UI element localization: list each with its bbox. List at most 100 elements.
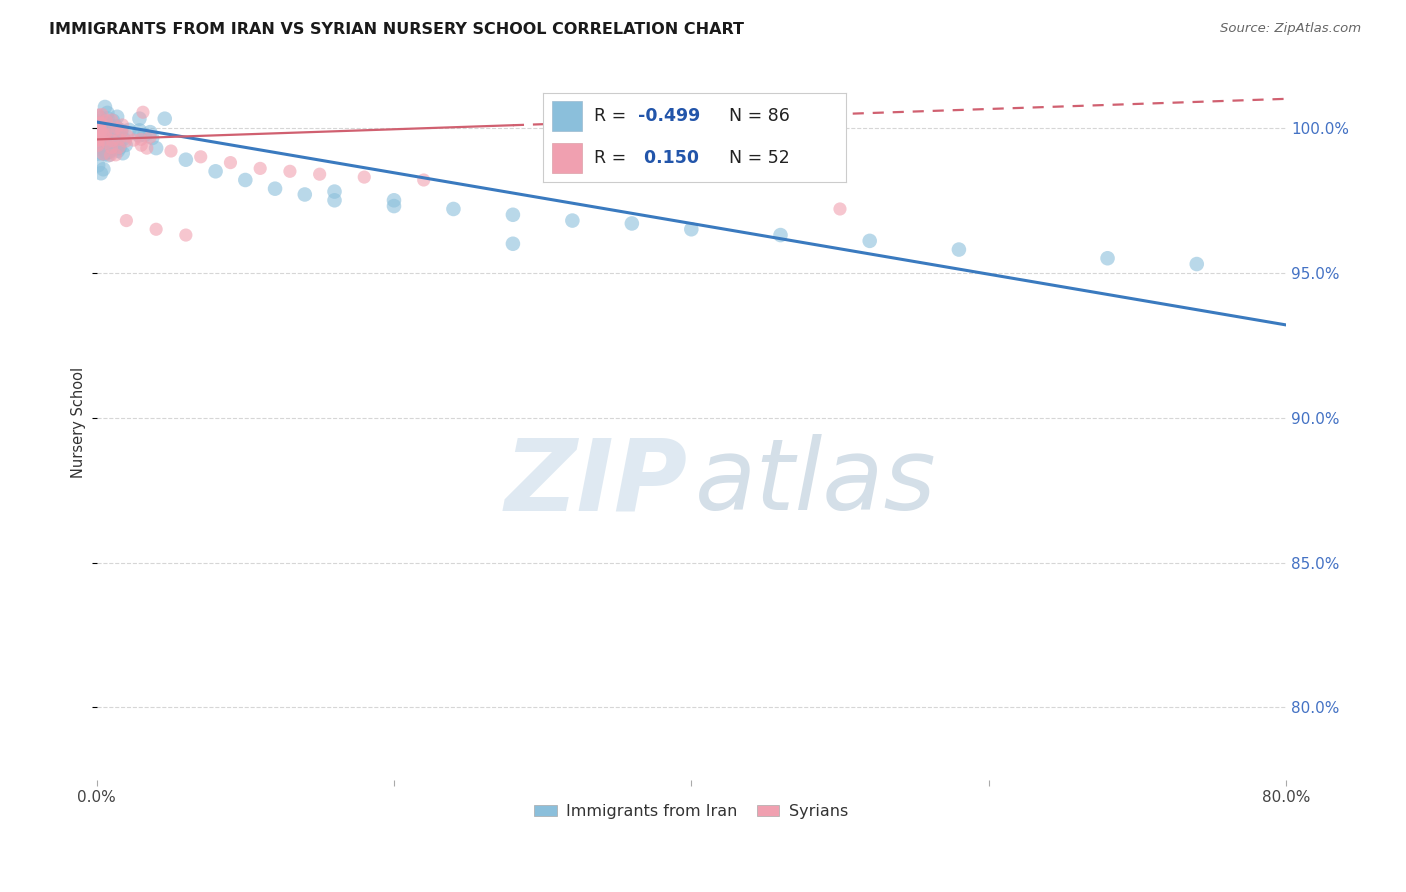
Point: [96, 145, 118, 160]
Point: [87, 114, 110, 128]
Point: [96, 132, 118, 146]
Point: [412, 173, 434, 187]
Point: [145, 141, 167, 155]
Point: [91, 147, 114, 161]
Point: [94, 100, 117, 114]
Point: [87, 138, 110, 153]
Point: [323, 194, 346, 208]
Point: [90, 111, 112, 125]
Point: [87, 124, 110, 138]
Point: [91, 128, 114, 143]
Point: [859, 234, 882, 248]
Point: [308, 167, 330, 181]
Point: [97, 125, 120, 139]
Point: [90, 115, 112, 129]
Point: [502, 208, 524, 222]
Point: [129, 138, 152, 153]
Point: [278, 164, 301, 178]
Point: [97, 148, 120, 162]
Point: [382, 194, 405, 208]
Point: [96, 136, 118, 150]
Point: [561, 213, 583, 227]
Point: [153, 112, 176, 126]
Point: [87, 132, 110, 146]
Point: [948, 243, 970, 257]
Point: [87, 109, 110, 123]
Point: [96, 112, 118, 126]
Point: [94, 127, 117, 141]
Point: [105, 142, 128, 156]
Point: [190, 150, 212, 164]
Point: [107, 122, 129, 136]
Point: [94, 145, 117, 159]
Point: [174, 153, 197, 167]
Text: Source: ZipAtlas.com: Source: ZipAtlas.com: [1220, 22, 1361, 36]
Point: [91, 133, 114, 147]
Point: [104, 148, 127, 162]
Point: [89, 128, 111, 143]
Point: [204, 164, 226, 178]
Point: [110, 124, 132, 138]
Point: [117, 128, 139, 143]
Point: [98, 136, 121, 150]
Point: [828, 202, 851, 216]
Point: [87, 123, 110, 137]
Point: [89, 116, 111, 130]
Point: [382, 199, 405, 213]
Point: [103, 123, 125, 137]
Point: [110, 124, 132, 138]
Point: [219, 155, 242, 169]
Point: [91, 118, 114, 132]
Point: [98, 121, 121, 136]
Point: [101, 136, 124, 151]
Point: [93, 122, 115, 136]
Point: [134, 128, 156, 142]
Point: [101, 113, 124, 128]
Point: [141, 131, 163, 145]
Point: [353, 170, 375, 185]
Point: [94, 147, 117, 161]
Point: [87, 116, 110, 130]
Point: [89, 120, 111, 135]
Point: [681, 222, 703, 236]
Point: [97, 133, 120, 147]
Point: [96, 136, 118, 150]
Point: [104, 140, 127, 154]
Point: [174, 228, 197, 243]
Point: [118, 123, 141, 137]
Point: [132, 105, 155, 120]
Y-axis label: Nursery School: Nursery School: [72, 367, 86, 477]
Point: [107, 144, 129, 158]
Point: [101, 128, 124, 142]
Point: [108, 132, 131, 146]
Point: [111, 118, 134, 132]
Point: [108, 141, 131, 155]
Point: [87, 133, 110, 147]
Point: [108, 140, 131, 154]
Point: [87, 158, 110, 172]
Point: [105, 110, 128, 124]
Point: [97, 136, 120, 150]
Point: [96, 128, 118, 142]
Point: [90, 166, 112, 180]
Point: [115, 213, 138, 227]
Text: IMMIGRANTS FROM IRAN VS SYRIAN NURSERY SCHOOL CORRELATION CHART: IMMIGRANTS FROM IRAN VS SYRIAN NURSERY S…: [49, 22, 744, 37]
Point: [1185, 257, 1208, 271]
Point: [93, 162, 115, 177]
Point: [87, 130, 110, 145]
Point: [96, 134, 118, 148]
Point: [114, 134, 136, 148]
Point: [129, 132, 152, 146]
Point: [91, 137, 114, 152]
Point: [128, 123, 150, 137]
Point: [105, 137, 128, 152]
Point: [502, 236, 524, 251]
Point: [87, 136, 110, 151]
Point: [101, 134, 124, 148]
Point: [90, 125, 112, 139]
Point: [90, 107, 112, 121]
Point: [100, 148, 122, 162]
Point: [1097, 252, 1119, 266]
Point: [145, 222, 167, 236]
Point: [100, 140, 122, 154]
